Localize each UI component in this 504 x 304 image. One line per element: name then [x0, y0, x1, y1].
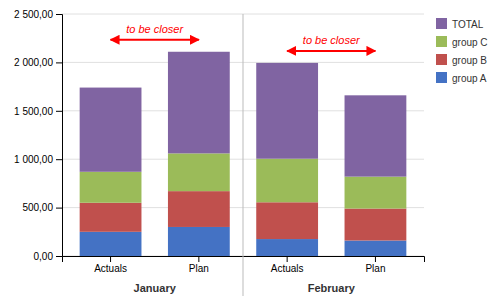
tick-mark	[375, 256, 376, 262]
legend-label: group A	[452, 73, 487, 84]
tick: 1 000,00	[14, 154, 62, 165]
tick: 1 500,00	[14, 106, 62, 117]
bar	[80, 232, 142, 256]
bar	[168, 227, 230, 256]
legend-label: group B	[452, 55, 487, 66]
annotation-arrow	[111, 39, 199, 41]
legend-swatch	[436, 54, 447, 65]
axis-line	[56, 15, 63, 257]
tick-label: Plan	[189, 263, 209, 274]
tick: Plan	[365, 256, 385, 274]
legend-item: group A	[436, 72, 487, 84]
tick-label: Plan	[365, 263, 385, 274]
tick-label: 1 000,00	[14, 154, 53, 165]
legend-item: TOTAL	[436, 18, 484, 30]
tick: 2 000,00	[14, 57, 62, 68]
chart: 0,00 500,00 1 000,00 1 500,00 2 000,00 2 500,…	[0, 0, 504, 304]
bar	[80, 88, 142, 172]
tick-label: 0,00	[34, 251, 54, 262]
legend-swatch	[436, 72, 447, 83]
tick-mark	[56, 208, 62, 209]
legend-item: group B	[436, 54, 487, 66]
tick-mark	[56, 111, 62, 112]
legend: TOTAL group C group B group A	[436, 18, 488, 84]
bar	[345, 177, 407, 209]
tick-label: Actuals	[271, 263, 304, 274]
legend-label: group C	[452, 37, 488, 48]
tick-mark	[56, 256, 62, 257]
annotation-arrow	[287, 50, 375, 52]
bar	[345, 209, 407, 241]
tick-label: 2 000,00	[14, 57, 53, 68]
tick-mark	[198, 256, 199, 262]
tick: Plan	[189, 256, 209, 274]
legend-swatch	[436, 18, 447, 29]
tick: 500,00	[22, 202, 62, 213]
bar	[256, 159, 318, 203]
group-label: January	[134, 282, 177, 294]
bar	[168, 52, 230, 154]
tick-mark	[56, 14, 62, 15]
tick-label: 1 500,00	[14, 106, 53, 117]
bar	[345, 241, 407, 256]
tick-mark	[287, 256, 288, 262]
legend-swatch	[436, 36, 447, 47]
plot: 0,00 500,00 1 000,00 1 500,00 2 000,00 2 500,…	[14, 9, 488, 296]
bar	[168, 153, 230, 191]
bar	[256, 202, 318, 239]
bar	[80, 172, 142, 203]
tick: Actuals	[94, 256, 127, 274]
group-divider	[243, 14, 244, 296]
annotation: to be closer	[303, 34, 361, 46]
legend-item: group C	[436, 36, 488, 48]
tick-mark	[110, 256, 111, 262]
legend-label: TOTAL	[452, 19, 484, 30]
tick-label: Actuals	[94, 263, 127, 274]
tick: Actuals	[271, 256, 304, 274]
tick: 2 500,00	[14, 9, 62, 20]
bar	[256, 63, 318, 159]
y-axis: 0,00 500,00 1 000,00 1 500,00 2 000,00 2 500,…	[14, 9, 62, 262]
annotation: to be closer	[126, 23, 184, 35]
bar	[168, 191, 230, 227]
tick-mark	[56, 159, 62, 160]
tick-label: 2 500,00	[14, 9, 53, 20]
tick-mark	[56, 62, 62, 63]
bar	[80, 203, 142, 232]
tick-label: 500,00	[22, 202, 53, 213]
bar	[256, 239, 318, 256]
tick: 0,00	[34, 251, 62, 262]
group-label: February	[308, 282, 356, 294]
bar	[345, 95, 407, 176]
